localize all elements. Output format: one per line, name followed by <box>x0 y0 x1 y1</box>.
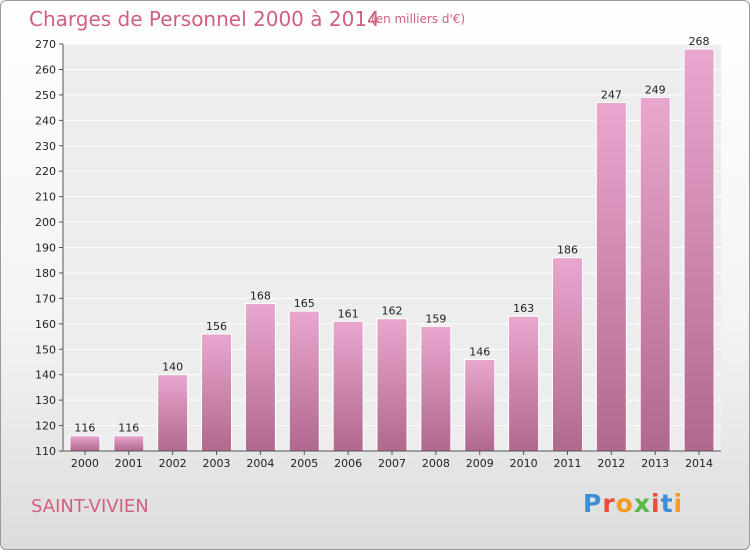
x-tick-label: 2002 <box>159 457 187 470</box>
bar <box>508 315 540 452</box>
bar <box>201 333 233 452</box>
y-tick-label: 170 <box>35 292 56 305</box>
bar <box>376 318 408 452</box>
value-label: 162 <box>382 305 403 318</box>
value-label: 156 <box>206 320 227 333</box>
x-tick-label: 2004 <box>246 457 274 470</box>
bar <box>244 302 276 452</box>
logo-letter: i <box>673 489 684 518</box>
x-tick-label: 2011 <box>553 457 581 470</box>
value-label: 140 <box>162 361 183 374</box>
y-tick-label: 110 <box>35 445 56 458</box>
value-label: 116 <box>74 422 95 435</box>
value-label: 146 <box>469 345 490 358</box>
y-tick-label: 130 <box>35 394 56 407</box>
x-tick-label: 2007 <box>378 457 406 470</box>
value-label: 165 <box>294 297 315 310</box>
y-tick-label: 180 <box>35 267 56 280</box>
value-label: 159 <box>425 312 446 325</box>
value-label: 268 <box>689 35 710 48</box>
x-tick-label: 2000 <box>71 457 99 470</box>
y-tick-label: 120 <box>35 420 56 433</box>
bar <box>332 320 364 452</box>
bar <box>69 435 101 452</box>
x-tick-label: 2008 <box>422 457 450 470</box>
value-label: 247 <box>601 89 622 102</box>
logo-letter: o <box>615 489 634 518</box>
bar <box>288 310 320 452</box>
logo-letter: t <box>660 489 674 518</box>
y-tick-label: 150 <box>35 343 56 356</box>
x-tick-label: 2003 <box>203 457 231 470</box>
x-tick-label: 2006 <box>334 457 362 470</box>
y-tick-label: 250 <box>35 89 56 102</box>
y-tick-label: 260 <box>35 63 56 76</box>
x-tick-label: 2012 <box>597 457 625 470</box>
bar <box>157 374 189 452</box>
bar <box>639 96 671 452</box>
logo-letter: P <box>583 489 603 518</box>
value-label: 249 <box>645 83 666 96</box>
x-tick-label: 2009 <box>466 457 494 470</box>
y-tick-label: 200 <box>35 216 56 229</box>
y-tick-label: 270 <box>35 38 56 51</box>
y-tick-label: 240 <box>35 114 56 127</box>
proxiti-logo: Proxiti <box>583 489 683 518</box>
value-label: 186 <box>557 244 578 257</box>
y-tick-label: 190 <box>35 242 56 255</box>
x-tick-label: 2005 <box>290 457 318 470</box>
value-label: 116 <box>118 422 139 435</box>
x-tick-label: 2010 <box>510 457 538 470</box>
bar <box>464 358 496 452</box>
x-tick-label: 2013 <box>641 457 669 470</box>
chart-unit: (en milliers d'€) <box>371 12 466 26</box>
y-tick-label: 220 <box>35 165 56 178</box>
value-label: 163 <box>513 302 534 315</box>
bar <box>420 325 452 452</box>
bar <box>683 48 715 452</box>
x-tick-label: 2001 <box>115 457 143 470</box>
y-tick-label: 210 <box>35 191 56 204</box>
y-tick-label: 160 <box>35 318 56 331</box>
commune-name: SAINT-VIVIEN <box>31 496 149 517</box>
logo-letter: r <box>602 489 616 518</box>
bar <box>551 257 583 452</box>
y-tick-label: 230 <box>35 140 56 153</box>
y-tick-label: 140 <box>35 369 56 382</box>
logo-letter: i <box>651 489 661 518</box>
value-label: 168 <box>250 289 271 302</box>
bar <box>113 435 145 452</box>
bar <box>595 102 627 452</box>
chart-title: Charges de Personnel 2000 à 2014 <box>29 7 380 31</box>
value-label: 161 <box>338 307 359 320</box>
x-tick-label: 2014 <box>685 457 713 470</box>
logo-letter: x <box>633 489 651 518</box>
